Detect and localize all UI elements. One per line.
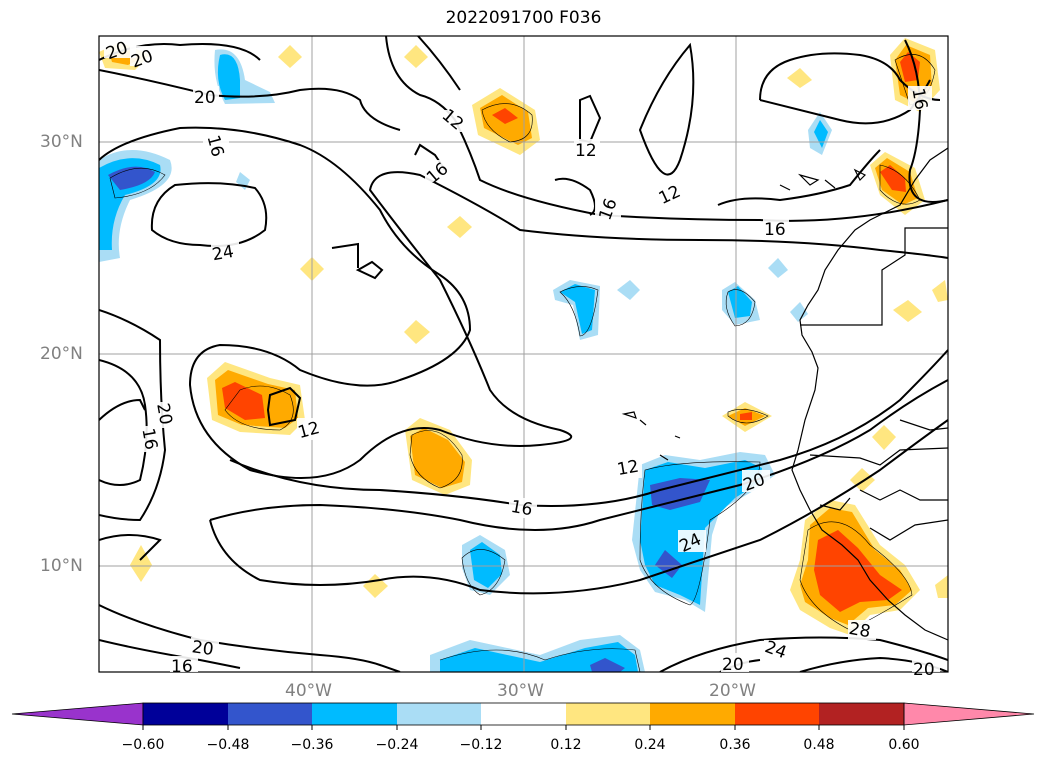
colorbar-tick-label: −0.60 [121,737,165,753]
colorbar-tick-label: −0.48 [206,737,250,753]
colorbar-bin [397,703,481,725]
contour-label: 12 [616,457,641,480]
contour-label: 16 [509,497,534,520]
contour-label: 28 [847,619,872,642]
contour-label: 20 [191,637,215,660]
colorbar-bin [566,703,650,725]
contour-lines [99,36,948,672]
colorbar-bin [819,703,904,725]
negative-anomaly-patch [440,642,638,672]
positive-anomaly-patch [935,575,948,598]
negative-anomaly-patch [560,284,595,334]
positive-anomaly-patch [932,280,948,302]
positive-anomaly-patch [222,382,265,420]
lon-label: 30°W [497,681,544,701]
lon-label: 20°W [709,681,756,701]
colorbar-tick-label: −0.12 [459,737,503,753]
contour-label-group: 20 20 20 16 12 16 12 16 12 16 24 16 12 2… [103,38,940,680]
contour-label: 12 [575,141,597,161]
colorbar-tick-label: −0.36 [290,737,334,753]
contour-label: 20 [152,402,175,427]
colorbar-frame [142,702,905,726]
positive-anomaly-patch [872,425,896,450]
negative-anomaly-patch [650,478,710,510]
contour-label: 20 [913,660,935,680]
colorbar-tick-label: 0.36 [719,737,751,753]
colorbar-bin [650,703,735,725]
contour-label: 24 [211,242,236,265]
negative-anomaly-patch [728,286,752,318]
contour-label: 16 [171,657,193,677]
colorbar-bin [735,703,819,725]
colorbar-bin [228,703,312,725]
negative-anomaly-patch [768,258,788,278]
positive-anomaly-patch [410,428,465,488]
colorbar-tick-label: 0.48 [803,737,835,753]
colorbar-extend-high [903,702,1035,726]
negative-anomaly-patch [217,54,240,100]
negative-anomaly-patch [590,658,625,672]
negative-anomaly-patch [655,550,682,578]
positive-anomaly-patch [363,574,388,598]
colorbar-bin [143,703,228,725]
negative-anomaly-patch [790,302,808,322]
contour-label: 20 [194,88,216,108]
contour-label: 20 [722,655,744,675]
colorbar-extend-low [11,702,144,726]
lat-label: 30°N [40,132,83,152]
positive-anomaly-patch [278,45,302,68]
coastlines [621,147,948,641]
colorbar-tick-label: 0.60 [888,737,920,753]
contour-label: 16 [764,220,786,240]
contour-label: 16 [907,87,930,112]
colorbar-bin [481,703,566,725]
negative-anomaly-patch [617,280,640,300]
positive-anomaly-patch [880,165,906,192]
positive-anomaly-patch [893,300,922,322]
negative-anomaly-patch [108,166,155,190]
colorbar-tick-label: −0.24 [375,737,419,753]
positive-anomaly-patch [740,412,752,420]
positive-anomaly-patch [404,45,428,68]
lat-label: 10°N [40,556,83,576]
positive-anomaly-patch [787,68,812,88]
positive-anomaly-patch [492,108,518,124]
positive-anomaly-patch [404,320,430,344]
negative-anomaly-patch [470,542,502,588]
positive-anomaly-patch [850,468,875,492]
map-title: 2022091700 F036 [445,8,602,28]
colorbar [11,702,1035,730]
gridlines [99,36,948,672]
lat-label: 20°N [40,344,83,364]
positive-anomaly-patch [130,545,152,582]
lon-label: 40°W [285,681,332,701]
colorbar-bin [312,703,397,725]
contour-label: 16 [137,427,160,452]
positive-anomaly-patch [447,216,472,238]
positive-anomaly-patch [900,52,920,82]
negative-anomaly-patch [814,120,828,148]
colorbar-tick-label: 0.24 [634,737,666,753]
map-frame [98,35,949,673]
colorbar-tick-label: 0.12 [550,737,582,753]
